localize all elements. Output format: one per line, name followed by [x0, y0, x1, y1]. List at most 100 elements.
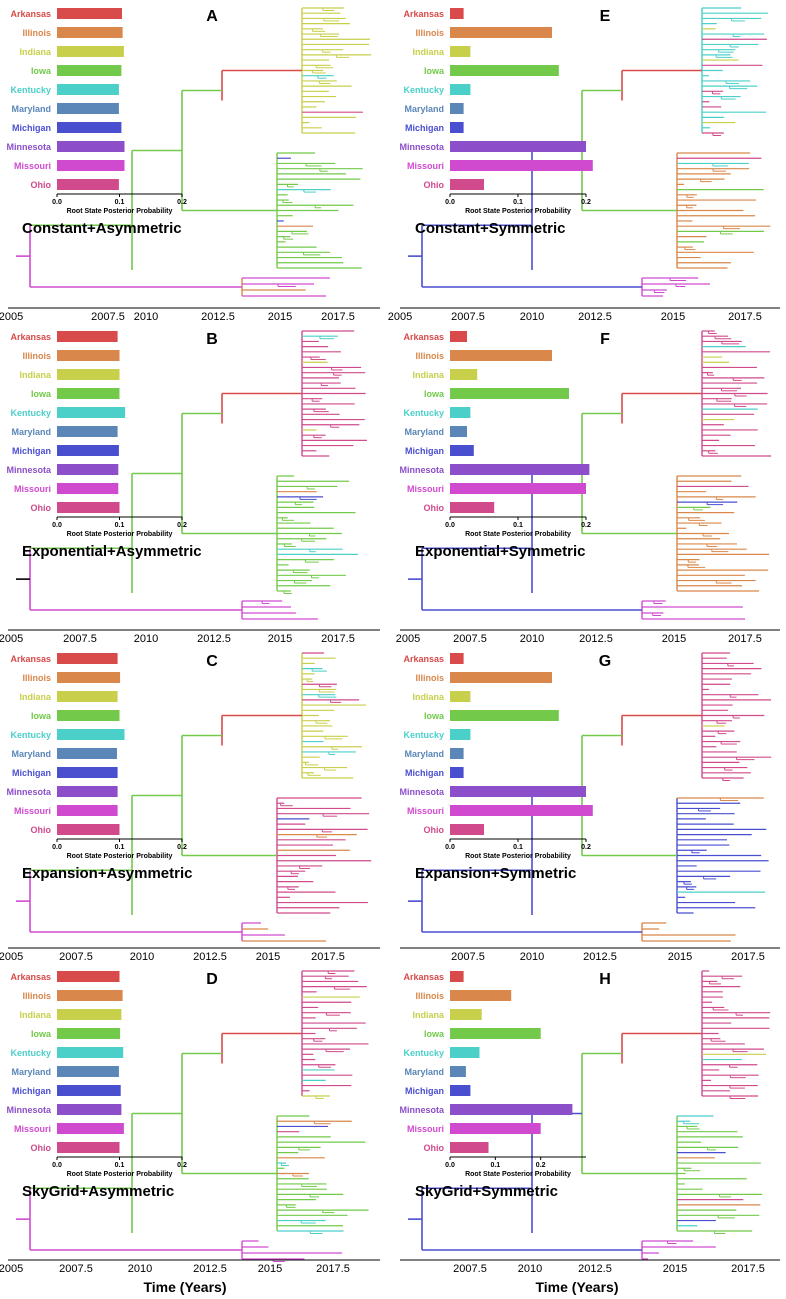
- state-label-illinois: Illinois: [22, 351, 51, 361]
- state-label-minnesota: Minnesota: [399, 787, 444, 797]
- bar-iowa: [450, 710, 559, 721]
- bar-missouri: [450, 1123, 541, 1134]
- state-label-kentucky: Kentucky: [10, 85, 51, 95]
- time-tick-label: 2005: [0, 633, 23, 645]
- bar-missouri: [57, 483, 119, 494]
- state-label-maryland: Maryland: [11, 427, 51, 437]
- time-tick-label: 2007.5: [453, 633, 487, 645]
- bar-ohio: [450, 179, 484, 190]
- state-label-michigan: Michigan: [405, 768, 444, 778]
- bar-minnesota: [57, 1104, 122, 1115]
- model-label: Expansion+Symmetric: [415, 865, 576, 882]
- bar-arkansas: [57, 331, 118, 342]
- time-tick-label: 2015: [668, 951, 692, 963]
- bar-maryland: [450, 1066, 466, 1077]
- bar-arkansas: [450, 971, 464, 982]
- state-label-indiana: Indiana: [412, 1010, 444, 1020]
- state-label-michigan: Michigan: [405, 446, 444, 456]
- state-label-michigan: Michigan: [12, 123, 51, 133]
- state-label-iowa: Iowa: [424, 66, 445, 76]
- state-label-kentucky: Kentucky: [10, 1048, 51, 1058]
- state-label-iowa: Iowa: [424, 389, 445, 399]
- state-label-minnesota: Minnesota: [6, 787, 51, 797]
- time-tick-label: 2012.5: [578, 311, 612, 323]
- bar-ohio: [450, 502, 495, 513]
- state-label-maryland: Maryland: [11, 104, 51, 114]
- bar-tick-label: 0.2: [177, 522, 187, 529]
- bar-tick-label: 0.2: [536, 1162, 546, 1169]
- time-tick-label: 2007.5: [453, 1263, 487, 1275]
- time-tick-label: 2005: [0, 951, 23, 963]
- bar-tick-label: 0.1: [115, 522, 125, 529]
- model-label: Exponential+Asymmetric: [22, 543, 202, 560]
- bar-missouri: [450, 483, 586, 494]
- bar-minnesota: [450, 786, 586, 797]
- time-tick-label: 2007.5: [59, 951, 93, 963]
- bar-missouri: [57, 805, 118, 816]
- time-tick-label: 2005: [396, 633, 420, 645]
- state-label-michigan: Michigan: [12, 1086, 51, 1096]
- bar-illinois: [57, 350, 120, 361]
- panel-g: Arkansas Illinois Indiana Iowa Kentucky Maryl…: [399, 653, 765, 963]
- time-tick-label: 2007.5: [451, 951, 485, 963]
- bar-arkansas: [57, 8, 122, 19]
- bar-illinois: [450, 350, 552, 361]
- time-tick-label: 2012.5: [579, 633, 613, 645]
- bar-michigan: [57, 767, 118, 778]
- bar-indiana: [450, 369, 478, 380]
- bar-kentucky: [57, 407, 126, 418]
- time-tick-label: 2010: [518, 1263, 542, 1275]
- state-label-minnesota: Minnesota: [6, 465, 51, 475]
- state-label-maryland: Maryland: [404, 104, 444, 114]
- bar-kentucky: [450, 407, 471, 418]
- bar-indiana: [450, 1009, 482, 1020]
- bar-tick-label: 0.1: [115, 1162, 125, 1169]
- time-tick-label: 2010: [520, 311, 544, 323]
- bar-arkansas: [450, 8, 464, 19]
- state-label-arkansas: Arkansas: [10, 332, 51, 342]
- tree-panel-e: [400, 7, 780, 309]
- state-label-kentucky: Kentucky: [403, 730, 444, 740]
- state-label-kentucky: Kentucky: [403, 408, 444, 418]
- state-label-iowa: Iowa: [424, 1029, 445, 1039]
- bar-arkansas: [57, 653, 118, 664]
- bar-tick-label: 0.1: [115, 844, 125, 851]
- state-label-ohio: Ohio: [31, 503, 52, 513]
- bar-maryland: [450, 748, 464, 759]
- state-label-kentucky: Kentucky: [10, 730, 51, 740]
- bar-maryland: [57, 426, 118, 437]
- panel-f: Arkansas Illinois Indiana Iowa Kentucky Maryl…: [396, 331, 762, 645]
- bar-kentucky: [57, 729, 125, 740]
- state-label-arkansas: Arkansas: [10, 972, 51, 982]
- state-label-iowa: Iowa: [31, 389, 52, 399]
- bar-arkansas: [450, 331, 467, 342]
- panel-letter: A: [206, 8, 218, 25]
- bar-missouri: [57, 160, 125, 171]
- panel-a: Arkansas Illinois Indiana Iowa Kentucky Maryl…: [0, 8, 355, 323]
- bar-tick-label: 0.0: [445, 1162, 455, 1169]
- state-label-minnesota: Minnesota: [399, 465, 444, 475]
- time-tick-label: 2017.5: [731, 1263, 765, 1275]
- bar-arkansas: [57, 971, 120, 982]
- bar-tick-label: 0.0: [52, 199, 62, 206]
- bar-indiana: [450, 691, 471, 702]
- time-tick-label: 2017.5: [321, 311, 355, 323]
- state-label-indiana: Indiana: [19, 1010, 51, 1020]
- state-label-maryland: Maryland: [404, 1067, 444, 1077]
- bar-minnesota: [450, 141, 586, 152]
- state-label-ohio: Ohio: [31, 180, 52, 190]
- panel-letter: B: [206, 331, 218, 348]
- state-label-kentucky: Kentucky: [403, 85, 444, 95]
- time-tick-label: 2010: [128, 1263, 152, 1275]
- bar-michigan: [450, 1085, 471, 1096]
- state-label-missouri: Missouri: [14, 484, 51, 494]
- bar-tick-label: 0.2: [177, 199, 187, 206]
- bar-michigan: [57, 1085, 121, 1096]
- bar-tick-label: 0.0: [52, 522, 62, 529]
- phylogenetic-trees-layer: [8, 7, 780, 1262]
- time-tick-label: 2007.5: [91, 311, 125, 323]
- bar-maryland: [57, 1066, 119, 1077]
- tree-panel-f: [400, 330, 780, 631]
- time-tick-label: 2012.5: [201, 311, 235, 323]
- tree-panel-b: [8, 330, 380, 631]
